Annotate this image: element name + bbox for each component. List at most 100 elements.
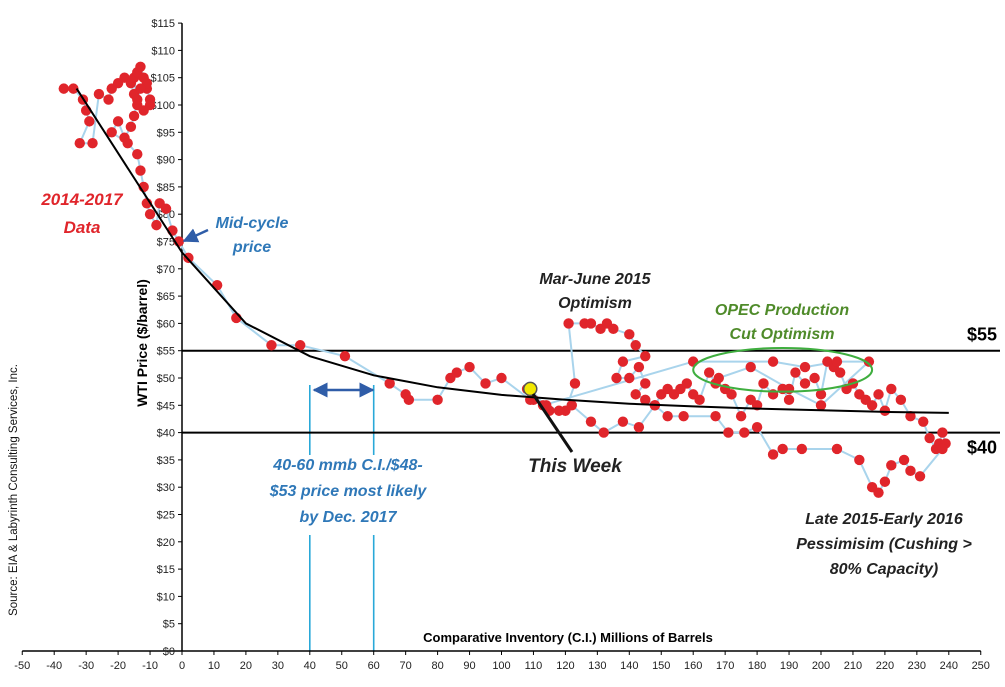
data-point (796, 443, 808, 455)
opec-label-line-1: OPEC Production (715, 302, 849, 319)
data-point (866, 400, 878, 411)
data-point (713, 372, 724, 384)
x-tick-label: 150 (652, 660, 670, 672)
mid-cycle-label-line-1: Mid-cycle (216, 215, 289, 232)
x-tick-label: 50 (336, 660, 348, 672)
data-point (694, 394, 705, 406)
y-tick-label: $25 (157, 510, 175, 522)
data-point (790, 367, 801, 378)
y-tick-label: $90 (157, 155, 175, 167)
data-point (135, 61, 146, 72)
x-tick-label: 70 (400, 660, 412, 672)
data-point (918, 416, 929, 427)
mar-june-label-line-1: Mar-June 2015 (539, 271, 651, 288)
data-point (144, 209, 156, 220)
data-point (68, 83, 79, 94)
data-point (710, 411, 721, 422)
this-week-pointer (531, 393, 574, 453)
data-point (681, 378, 693, 389)
data-point (74, 138, 85, 149)
data-point (553, 405, 565, 416)
data-point (132, 94, 143, 105)
data-point (873, 389, 884, 400)
x-tick-label: 140 (620, 660, 638, 672)
data-point (112, 116, 124, 127)
data-point (723, 427, 734, 438)
data-point (432, 394, 443, 406)
x-tick-label: 110 (525, 660, 543, 672)
data-point (633, 361, 645, 373)
data-point (480, 378, 491, 389)
data-point (630, 389, 641, 400)
data-point (777, 443, 788, 455)
y-tick-label: $30 (157, 482, 175, 494)
data-point (879, 476, 891, 487)
opec-ellipse (692, 346, 874, 393)
data-point (662, 411, 673, 422)
data-point (799, 378, 811, 389)
data-point (735, 411, 747, 422)
y-tick-label: $20 (157, 537, 175, 549)
data-point (144, 99, 156, 111)
y-tick-label: $75 (157, 237, 175, 249)
data-point (496, 372, 507, 384)
data-point (135, 165, 146, 176)
data-point (84, 116, 95, 127)
data-point (585, 416, 597, 427)
this-week-point (523, 381, 538, 397)
data-point (87, 138, 98, 149)
data-point (585, 318, 597, 329)
x-tick-label: 250 (972, 660, 990, 672)
data-point (640, 350, 651, 362)
opec-label-line-2: Cut Optimism (730, 326, 835, 343)
data-point (384, 378, 395, 389)
data-point (106, 127, 117, 138)
y-tick-label: $60 (157, 318, 175, 330)
y-tick-label: $115 (151, 18, 175, 30)
data-point (751, 421, 763, 433)
y-axis-title: WTI Price ($/barrel) (134, 279, 150, 407)
threshold-lines: $55 $40 (182, 325, 1000, 458)
x-tick-label: 60 (368, 660, 380, 672)
data-point (266, 340, 277, 351)
x-tick-label: 230 (908, 660, 926, 672)
y-tick-label: $80 (157, 209, 175, 221)
x-tick-label: -30 (78, 660, 94, 672)
data-point (617, 416, 629, 427)
most-likely-line-2: $53 price most likely (269, 483, 428, 500)
x-tick-label: 100 (492, 660, 510, 672)
y-tick-label: $70 (157, 264, 175, 276)
data-point (905, 411, 916, 422)
data-point (132, 148, 143, 160)
axes: $0 $5 $10 $15 $20 $25 $30 $35 $40 $45 $50 $55 $60 $65… (14, 18, 990, 672)
data-point (767, 449, 779, 460)
y-tick-label: $35 (157, 455, 175, 467)
x-tick-label: 10 (208, 660, 220, 672)
x-tick-label: 200 (812, 660, 830, 672)
data-point (640, 378, 651, 389)
data-point (295, 340, 306, 351)
data-point (879, 405, 891, 416)
y-tick-label: $100 (151, 100, 175, 112)
x-tick-label: 20 (240, 660, 252, 672)
y-tick-label: $5 (163, 619, 175, 631)
mar-june-label-line-2: Optimism (558, 295, 632, 312)
data-point (563, 318, 574, 329)
y-tick-label: $105 (151, 73, 175, 85)
data-point (128, 110, 140, 122)
late-2015-line-1: Late 2015-Early 2016 (805, 511, 963, 528)
y-tick-label: $45 (157, 400, 175, 412)
y-tick-label: $10 (157, 591, 175, 603)
data-point (809, 372, 820, 384)
y-tick-label: $110 (151, 45, 175, 57)
x-tick-label: 0 (179, 660, 185, 672)
data-point (924, 432, 935, 444)
data-point (886, 383, 897, 395)
data-point (834, 367, 846, 378)
data-point (831, 443, 843, 455)
data-point (758, 378, 769, 389)
data-point (633, 421, 645, 433)
x-tick-label: 240 (940, 660, 958, 672)
x-axis-title: Comparative Inventory (C.I.) Millions of… (423, 630, 713, 645)
